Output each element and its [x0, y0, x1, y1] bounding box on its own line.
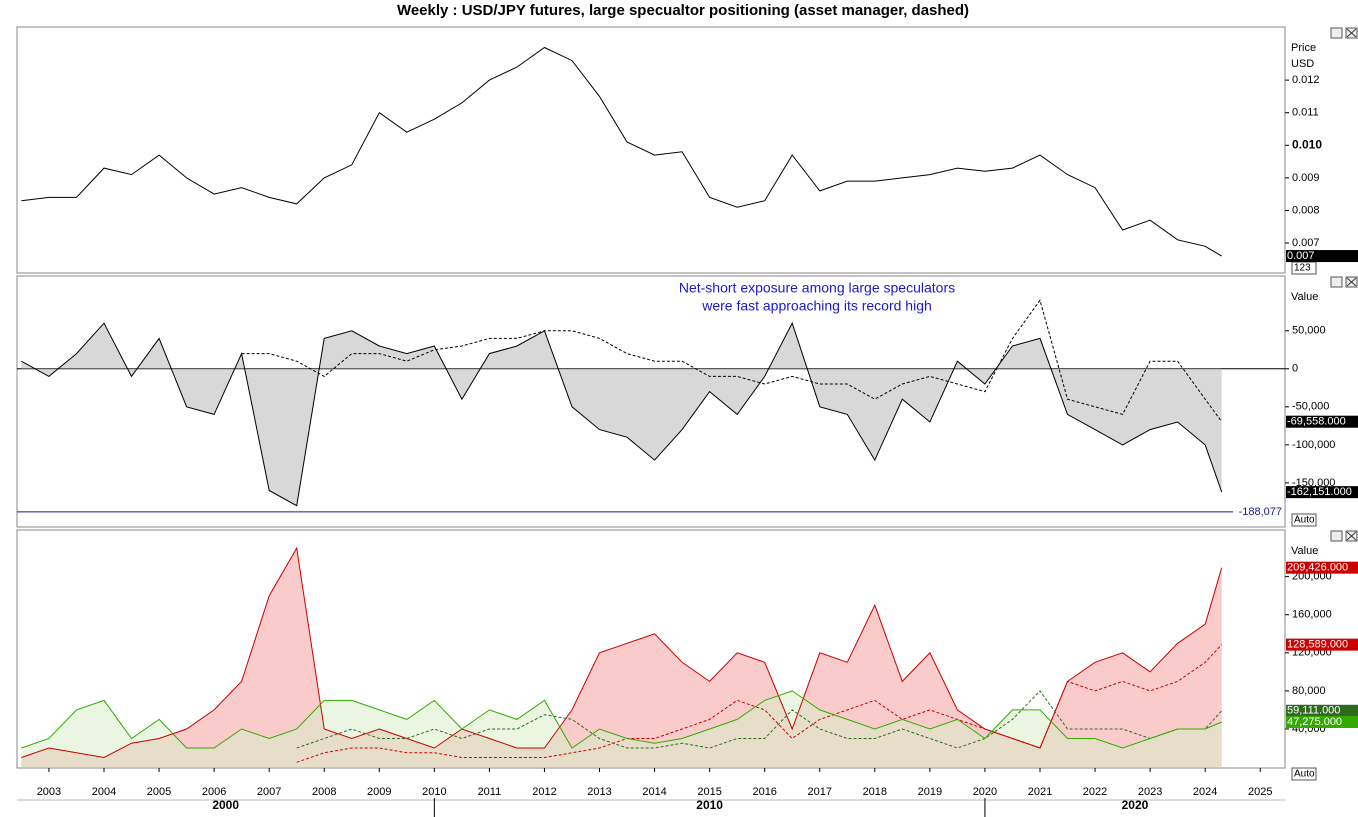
x-tick-label: 2008 — [312, 786, 336, 798]
last-value-tag — [1286, 716, 1358, 729]
x-tick-label: 2016 — [752, 786, 776, 798]
x-tick-label: 2009 — [367, 786, 391, 798]
x-tick-label: 2022 — [1083, 786, 1107, 798]
last-value-label: -162,151.000 — [1287, 486, 1352, 498]
x-tick-label: 2007 — [257, 786, 281, 798]
scale-control[interactable] — [1291, 767, 1317, 781]
last-value-tag — [1286, 486, 1358, 499]
last-value-tag — [1286, 250, 1358, 263]
dashed-line — [296, 644, 1223, 763]
last-value-tag — [1286, 561, 1358, 574]
y-tick-label: -150,000 — [1292, 477, 1335, 489]
last-value-label: 47,275.000 — [1287, 716, 1342, 728]
panel-frame — [16, 529, 1286, 769]
y-tick-label: 0.010 — [1292, 137, 1322, 151]
reference-label: -188,077 — [1239, 506, 1282, 518]
y-tick-label: 50,000 — [1292, 325, 1326, 337]
decade-label: 2000 — [212, 798, 239, 812]
last-value-label: 209,426.000 — [1287, 562, 1348, 574]
panel-button-icon — [1346, 277, 1357, 287]
line — [21, 321, 1223, 507]
x-tick-label: 2005 — [147, 786, 171, 798]
area-fill — [21, 323, 1222, 506]
dashed-line — [296, 690, 1223, 749]
y-axis-label: Value — [1291, 291, 1318, 303]
x-tick-label: 2019 — [918, 786, 942, 798]
panel-button-icon — [1346, 28, 1357, 38]
y-tick-label: 0.009 — [1292, 172, 1320, 184]
panel-button-icon — [1346, 531, 1357, 541]
x-tick-label: 2020 — [973, 786, 997, 798]
x-tick-label: 2011 — [478, 786, 502, 798]
y-axis-label: Price — [1291, 42, 1316, 54]
y-tick-label: 0.011 — [1292, 107, 1319, 119]
annotation: Net-short exposure among large speculato… — [679, 280, 955, 296]
scale-control-label[interactable]: 123 — [1294, 263, 1311, 274]
x-tick-label: 2014 — [642, 786, 666, 798]
chart-title: Weekly : USD/JPY futures, large specualt… — [397, 2, 969, 19]
x-tick-label: 2018 — [863, 786, 887, 798]
line — [21, 690, 1222, 749]
y-tick-label: 0 — [1292, 363, 1298, 375]
last-value-label: 59,111.000 — [1287, 705, 1340, 717]
y-tick-label: 80,000 — [1292, 685, 1326, 697]
annotation: were fast approaching its record high — [701, 298, 932, 314]
x-tick-label: 2017 — [808, 786, 832, 798]
y-axis-label: Value — [1291, 545, 1318, 557]
x-tick-label: 2006 — [202, 786, 226, 798]
y-tick-label: 160,000 — [1292, 609, 1332, 621]
x-tick-label: 2015 — [697, 786, 721, 798]
panel-frame — [16, 26, 1286, 274]
panel-button[interactable] — [1330, 530, 1343, 542]
decade-label: 2010 — [696, 798, 723, 812]
last-value-tag — [1286, 704, 1358, 717]
x-tick-label: 2013 — [587, 786, 611, 798]
x-tick-label: 2024 — [1193, 786, 1217, 798]
x-tick-label: 2025 — [1248, 786, 1272, 798]
scale-control-label[interactable]: Auto — [1294, 515, 1315, 526]
panel-frame — [16, 275, 1286, 528]
scale-control-label[interactable]: Auto — [1294, 769, 1315, 780]
panel-button[interactable] — [1330, 27, 1343, 39]
panel-button[interactable] — [1330, 276, 1343, 288]
x-tick-label: 2010 — [422, 786, 446, 798]
y-tick-label: 0.007 — [1292, 237, 1320, 249]
y-axis-unit: USD — [1291, 58, 1314, 70]
x-tick-label: 2023 — [1138, 786, 1162, 798]
x-tick-label: 2021 — [1028, 786, 1052, 798]
y-tick-label: 0.008 — [1292, 204, 1320, 216]
line — [21, 46, 1222, 257]
last-value-label: 128,589.000 — [1287, 639, 1348, 651]
last-value-tag — [1286, 638, 1358, 651]
x-tick-label: 2004 — [92, 786, 116, 798]
last-value-label: 0.007 — [1287, 250, 1315, 262]
scale-control[interactable] — [1291, 513, 1317, 527]
x-tick-label: 2003 — [37, 786, 61, 798]
line — [21, 546, 1223, 759]
last-value-tag — [1286, 415, 1358, 428]
y-tick-label: -50,000 — [1292, 401, 1329, 413]
x-tick-label: 2012 — [532, 786, 556, 798]
y-tick-label: -100,000 — [1292, 439, 1335, 451]
y-tick-label: 0.012 — [1292, 74, 1320, 86]
dashed-line — [241, 299, 1223, 422]
last-value-label: -69,558.000 — [1287, 416, 1346, 428]
decade-label: 2020 — [1122, 798, 1149, 812]
